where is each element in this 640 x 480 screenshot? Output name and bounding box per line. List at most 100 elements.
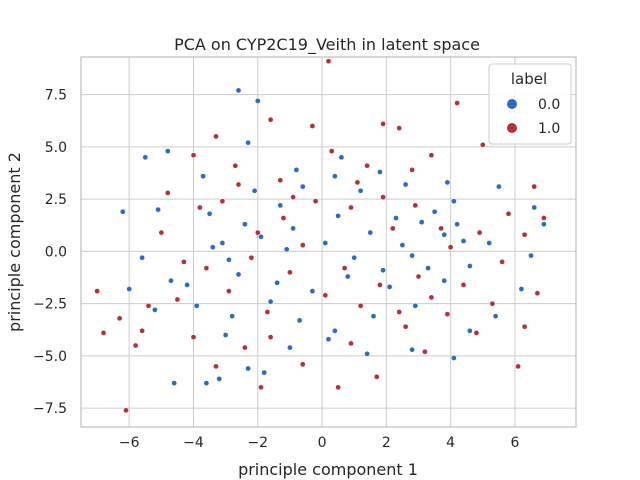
scatter-point-label-1-0 [277,177,284,184]
scatter-point-label-1-0 [254,229,261,236]
scatter-point-label-0-0 [409,252,415,259]
scatter-point-label-1-0 [422,348,428,355]
scatter-point-label-1-0 [531,183,538,190]
scatter-point-label-0-0 [425,265,431,271]
scatter-point-label-0-0 [332,327,338,334]
scatter-point-label-1-0 [409,167,415,173]
scatter-point-label-0-0 [229,313,235,320]
scatter-point-label-1-0 [396,309,403,315]
scatter-point-label-0-0 [200,173,206,180]
legend-marker-0 [507,99,517,109]
scatter-point-label-1-0 [158,229,165,236]
scatter-point-label-0-0 [486,240,493,246]
scatter-point-label-1-0 [341,265,348,271]
scatter-point-label-0-0 [299,183,306,190]
chart-title: PCA on CYP2C19_Veith in latent space [174,35,480,55]
scatter-point-label-1-0 [454,100,460,106]
scatter-point-label-1-0 [377,282,383,288]
scatter-point-label-1-0 [412,202,419,209]
scatter-point-label-1-0 [203,265,210,271]
scatter-point-label-0-0 [338,154,345,161]
x-tick-label: −2 [247,435,268,451]
scatter-point-label-0-0 [126,286,133,292]
legend-title: label [511,70,547,88]
x-tick-label: 4 [446,435,455,451]
scatter-point-label-1-0 [380,121,386,127]
scatter-point-label-1-0 [132,342,139,349]
scatter-point-label-0-0 [287,344,293,351]
scatter-point-label-0-0 [206,210,213,217]
scatter-point-label-0-0 [119,208,126,215]
scatter-point-label-0-0 [293,167,300,173]
x-tick-label: −6 [119,435,140,451]
scatter-point-label-0-0 [451,198,457,205]
scatter-point-label-1-0 [309,123,316,129]
scatter-point-label-0-0 [377,169,383,175]
scatter-point-label-0-0 [171,380,178,386]
scatter-point-label-0-0 [235,271,242,278]
scatter-point-label-1-0 [373,373,380,380]
scatter-point-label-1-0 [267,334,274,340]
scatter-point-label-0-0 [364,350,370,357]
scatter-point-label-1-0 [415,273,422,280]
scatter-point-label-0-0 [370,313,377,320]
scatter-point-label-1-0 [444,311,451,317]
scatter-point-label-0-0 [155,206,161,213]
scatter-point-label-1-0 [312,198,319,205]
legend-label-0: 0.0 [538,97,560,113]
scatter-point-label-0-0 [283,246,290,253]
scatter-point-label-0-0 [402,181,409,188]
scatter-point-label-1-0 [328,148,335,154]
scatter-point-label-1-0 [357,302,364,309]
scatter-point-label-0-0 [142,154,149,161]
scatter-point-label-1-0 [348,340,354,347]
scatter-point-label-0-0 [344,273,351,280]
scatter-point-label-1-0 [213,133,219,140]
y-tick-label: 7.5 [45,88,67,104]
scatter-point-label-1-0 [428,294,435,301]
scatter-point-label-1-0 [123,407,129,414]
scatter-point-label-1-0 [447,244,454,251]
scatter-point-label-1-0 [242,344,248,351]
y-tick-label: −5.0 [33,349,67,365]
x-tick-label: −4 [183,435,204,451]
scatter-point-label-0-0 [203,380,210,386]
legend-label-1: 1.0 [538,121,560,137]
scatter-point-label-0-0 [454,221,460,228]
scatter-point-label-0-0 [193,302,200,309]
scatter-point-label-1-0 [380,194,386,200]
scatter-point-label-1-0 [364,162,370,169]
scatter-point-label-1-0 [232,162,239,169]
scatter-point-label-0-0 [380,267,386,274]
scatter-point-label-0-0 [261,369,268,376]
scatter-point-label-0-0 [274,279,280,286]
scatter-point-label-1-0 [489,300,496,307]
scatter-point-label-0-0 [541,221,547,228]
scatter-point-label-1-0 [396,125,403,131]
scatter-point-label-0-0 [444,179,451,186]
scatter-point-label-1-0 [264,309,271,315]
scatter-point-label-1-0 [267,116,274,123]
scatter-point-label-0-0 [168,277,174,284]
scatter-point-label-0-0 [351,254,358,261]
scatter-point-label-0-0 [251,187,258,194]
scatter-point-label-1-0 [389,225,396,232]
plot-frame [80,56,577,428]
scatter-point-label-1-0 [534,290,541,297]
scatter-point-label-0-0 [357,187,364,194]
scatter-point-label-1-0 [287,269,293,276]
scatter-point-label-1-0 [476,229,483,236]
scatter-point-label-1-0 [164,190,171,196]
scatter-point-label-0-0 [245,139,251,146]
scatter-point-label-0-0 [399,242,406,248]
scatter-point-label-0-0 [496,183,502,190]
x-tick-label: 6 [510,435,519,451]
scatter-point-label-0-0 [277,202,284,209]
scatter-point-label-1-0 [473,330,480,336]
scatter-point-label-1-0 [499,259,505,265]
scatter-point-label-1-0 [139,327,145,334]
scatter-point-label-1-0 [248,254,255,261]
scatter-point-label-1-0 [335,384,341,391]
scatter-point-label-0-0 [386,284,393,290]
x-tick-label: 2 [382,435,391,451]
